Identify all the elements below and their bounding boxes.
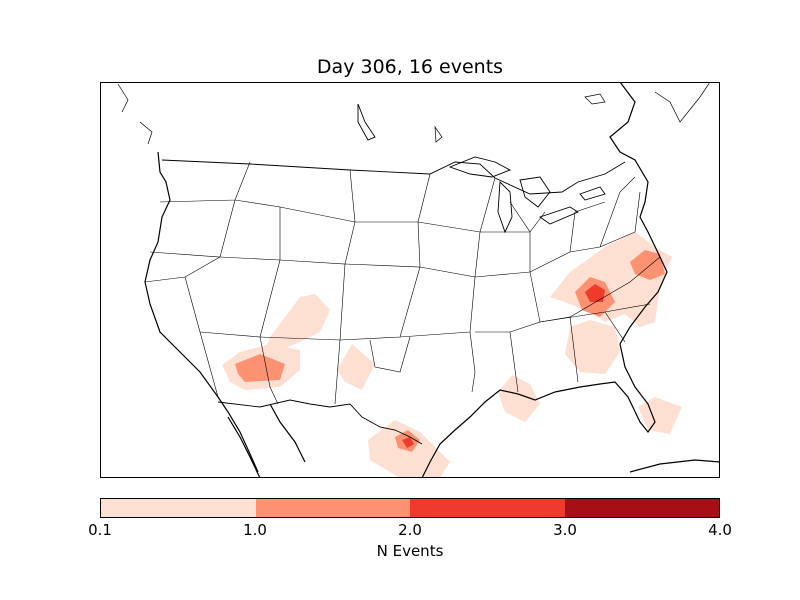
lake-michigan: [497, 180, 513, 234]
northern-islands: [117, 82, 711, 145]
density-southeast-outer: [550, 232, 672, 327]
map-border: [100, 82, 720, 478]
atlantic-coastline: [421, 82, 668, 478]
map-panel: [100, 82, 720, 478]
lake-erie: [539, 206, 579, 225]
colorbar-bin-4: [564, 499, 719, 517]
lake-huron: [519, 176, 551, 208]
pacific-coastline: [144, 151, 259, 473]
colorbar-bin-1: [101, 499, 256, 517]
density-new-mexico: [337, 344, 375, 390]
colorbar-tick: 2.0: [398, 521, 422, 539]
colorbar-tick: 4.0: [708, 521, 732, 539]
colorbar-tick: 1.0: [243, 521, 267, 539]
density-gulf-coast: [498, 375, 540, 422]
great-lakes: [357, 103, 606, 234]
colorbar-label: N Events: [376, 542, 444, 560]
density-az-nv-core: [235, 354, 285, 382]
us-canada-border: [161, 159, 626, 195]
gulf-of-california: [269, 403, 306, 463]
lake-winnipeg: [357, 103, 376, 141]
density-south-texas-hot: [402, 437, 414, 448]
density-ga-tn-core: [585, 284, 605, 302]
baja-coastline: [227, 416, 261, 478]
state-borders: [144, 161, 661, 405]
density-utah-arizona: [260, 294, 330, 362]
lake-ontario: [579, 186, 606, 201]
lake-superior: [448, 156, 512, 178]
colorbar-bin-2: [255, 499, 410, 517]
density-georgia-florida: [565, 320, 620, 374]
density-virginia-coast: [630, 250, 665, 280]
colorbar-bin-3: [410, 499, 565, 517]
us-mexico-border: [217, 399, 423, 445]
colorbar-tick: 3.0: [553, 521, 577, 539]
coastlines: [144, 82, 720, 478]
cuba-coastline: [629, 459, 720, 473]
map-title: Day 306, 16 events: [316, 56, 504, 78]
colorbar: [100, 498, 720, 518]
map-canvas: [100, 82, 720, 478]
density-layer: [222, 232, 682, 478]
colorbar-tick: 0.1: [88, 521, 112, 539]
country-borders: [161, 159, 626, 445]
